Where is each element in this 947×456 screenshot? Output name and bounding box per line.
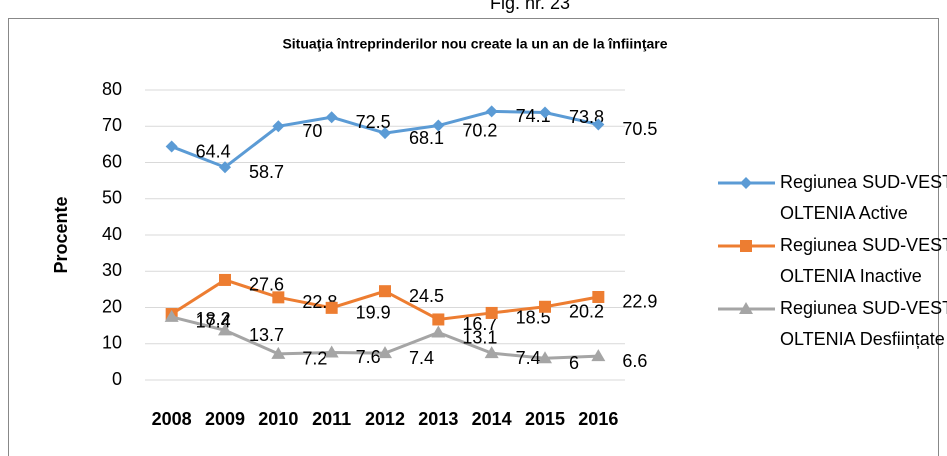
x-tick-label: 2015 — [525, 409, 565, 429]
marker — [218, 323, 232, 336]
marker — [165, 140, 178, 153]
marker — [325, 111, 338, 124]
x-tick-label: 2008 — [152, 409, 192, 429]
data-label: 7.4 — [516, 348, 541, 368]
y-tick-label: 10 — [102, 333, 122, 353]
marker — [164, 309, 179, 322]
y-tick-label: 70 — [102, 115, 122, 135]
figure-label: Fig. nr. 23 — [490, 0, 570, 13]
data-label: 17.4 — [196, 312, 231, 332]
marker — [485, 105, 498, 118]
y-tick-label: 40 — [102, 224, 122, 244]
data-label: 20.2 — [569, 302, 604, 322]
data-label: 19.9 — [356, 303, 391, 323]
marker — [591, 349, 606, 362]
marker — [324, 345, 339, 358]
data-label: 24.5 — [409, 286, 444, 306]
data-label: 22.9 — [622, 292, 657, 312]
marker — [271, 346, 286, 359]
x-tick-label: 2010 — [258, 409, 298, 429]
data-label: 70.2 — [462, 120, 497, 140]
x-tick-label: 2016 — [578, 409, 618, 429]
marker — [740, 240, 752, 252]
marker — [484, 346, 499, 359]
data-label: 16.7 — [462, 314, 497, 334]
y-tick-label: 0 — [112, 369, 122, 389]
y-tick-label: 50 — [102, 188, 122, 208]
y-tick-label: 60 — [102, 151, 122, 171]
y-tick-label: 30 — [102, 260, 122, 280]
data-label: 7.2 — [302, 349, 327, 369]
data-label: 6 — [569, 353, 579, 373]
marker — [592, 118, 605, 131]
data-label: 64.4 — [196, 141, 231, 161]
marker — [539, 106, 551, 119]
chart-border — [8, 18, 939, 456]
marker — [740, 177, 752, 189]
marker — [485, 306, 498, 319]
marker — [538, 351, 552, 364]
marker — [432, 313, 445, 326]
data-label: 68.1 — [409, 128, 444, 148]
data-label: 6.6 — [622, 351, 647, 371]
x-tick-label: 2009 — [205, 409, 245, 429]
marker — [219, 161, 231, 174]
y-tick-label: 20 — [102, 296, 122, 316]
x-tick-label: 2012 — [365, 409, 405, 429]
marker — [378, 346, 392, 359]
y-tick-label: 80 — [102, 79, 122, 99]
x-tick-label: 2014 — [472, 409, 512, 429]
marker — [431, 325, 446, 338]
y-axis-label: Procente — [51, 196, 71, 273]
legend-label: Regiunea SUD-VEST OLTENIA Active — [780, 172, 947, 223]
marker — [272, 291, 285, 304]
marker — [219, 273, 231, 286]
x-tick-label: 2011 — [312, 409, 351, 429]
data-label: 13.7 — [249, 325, 284, 345]
data-label: 7.4 — [409, 348, 434, 368]
data-label: 70 — [302, 121, 322, 141]
legend-label: Regiunea SUD-VEST OLTENIA Desființate — [780, 298, 947, 349]
marker — [379, 285, 391, 298]
marker — [592, 290, 605, 303]
marker — [379, 127, 391, 140]
data-label: 7.6 — [356, 347, 381, 367]
data-label: 70.5 — [622, 119, 657, 139]
x-tick-label: 2013 — [418, 409, 458, 429]
marker — [432, 119, 445, 132]
marker — [325, 301, 338, 314]
data-label: 13.1 — [462, 327, 497, 347]
data-label: 72.5 — [356, 112, 391, 132]
data-label: 58.7 — [249, 162, 284, 182]
marker — [739, 302, 753, 314]
marker — [272, 120, 285, 133]
data-label: 27.6 — [249, 275, 284, 295]
legend-label: Regiunea SUD-VEST OLTENIA Inactive — [780, 235, 947, 286]
chart-title: Situaţia întreprinderilor nou create la … — [282, 36, 667, 52]
marker — [539, 300, 551, 313]
